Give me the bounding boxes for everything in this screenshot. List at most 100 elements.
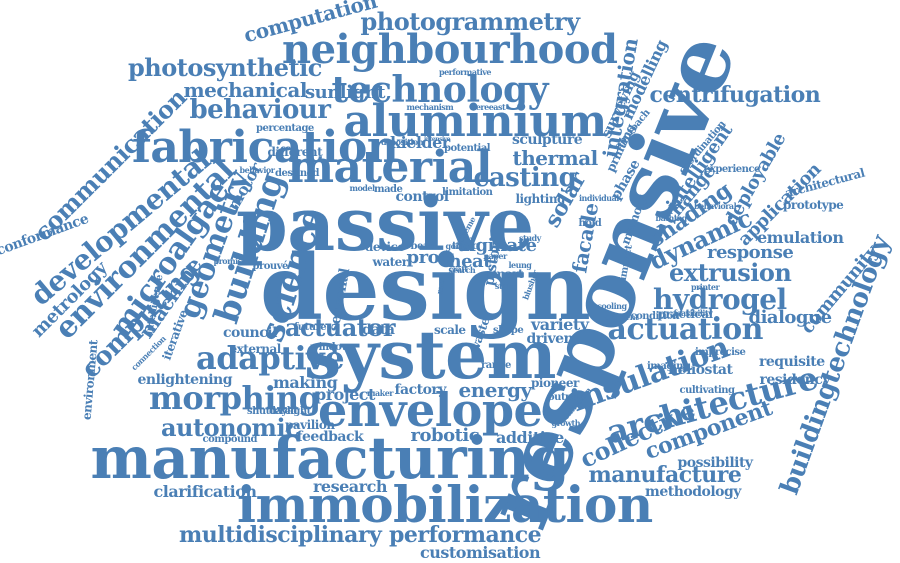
cloud-word: device <box>365 240 405 254</box>
cloud-word: model <box>349 183 376 193</box>
cloud-word: performance <box>389 522 542 548</box>
cloud-word: pavilion <box>285 418 335 432</box>
cloud-word: destined <box>275 168 320 179</box>
cloud-word: imprecise <box>695 347 746 358</box>
cloud-word: making <box>273 373 338 392</box>
cloud-word: behavioral <box>694 201 737 211</box>
cloud-word: customisation <box>420 543 541 562</box>
cloud-word: range <box>481 360 511 371</box>
cloud-word: heliostat <box>668 362 733 378</box>
cloud-word: feasibility <box>673 308 713 318</box>
cloud-word: design <box>260 235 591 341</box>
cloud-word: multidisciplinary <box>179 522 382 548</box>
cloud-word: window <box>310 342 350 353</box>
cloud-word: extrusion <box>669 258 792 287</box>
cloud-word: heat <box>448 251 492 272</box>
cloud-word: additive <box>496 428 564 447</box>
cloud-word: kielder <box>390 133 450 152</box>
cloud-word: craft <box>448 264 468 274</box>
cloud-word: prouvé <box>252 261 289 272</box>
cloud-word: sculpture <box>512 132 583 148</box>
cloud-word: photogrammetry <box>360 7 581 36</box>
cloud-word: lighting <box>515 192 566 206</box>
cloud-word: compound <box>202 434 258 445</box>
cloud-word: passive <box>236 182 534 268</box>
cloud-word: study <box>519 233 541 243</box>
cloud-word: mas <box>433 276 447 296</box>
cloud-word: hereeast <box>470 102 506 112</box>
cloud-word: aluminium <box>343 96 608 147</box>
cloud-word: alginate <box>458 235 537 256</box>
cloud-word: going <box>445 241 469 251</box>
cloud-word: search <box>448 265 476 275</box>
cloud-word: response <box>707 242 794 263</box>
cloud-word: topic <box>452 241 478 252</box>
cloud-word: behavior <box>239 165 275 175</box>
cloud-word: smart <box>486 267 524 281</box>
cloud-word: deposition <box>381 137 424 147</box>
cloud-word: bead <box>410 241 436 252</box>
cloud-word: feedback <box>296 429 364 445</box>
cloud-word: daylight <box>269 406 311 417</box>
cloud-word: environment <box>79 339 101 421</box>
cloud-word: experience <box>704 164 760 175</box>
cloud-word: water <box>372 255 409 269</box>
cloud-word: hold <box>578 218 602 229</box>
cloud-word: autonomic <box>161 413 300 442</box>
cloud-word: council <box>223 325 277 341</box>
cloud-word: thermal <box>512 146 599 170</box>
cloud-word: residency <box>759 372 831 388</box>
cloud-word: pioneer <box>531 376 579 390</box>
cloud-word: neighbourhood <box>282 26 618 73</box>
cloud-word: control <box>395 189 450 205</box>
cloud-word: mechanism <box>406 102 454 112</box>
cloud-word: limitation <box>442 187 493 198</box>
cloud-word: project <box>315 385 375 404</box>
cloud-word: condition <box>630 311 680 322</box>
cloud-word: casting <box>473 163 577 193</box>
cloud-word: adaptive <box>196 339 345 377</box>
cloud-word: practical <box>657 307 714 321</box>
cloud-word: printer <box>691 282 720 292</box>
cloud-word: emulation <box>757 228 844 247</box>
cloud-word: behaviour <box>189 95 331 125</box>
cloud-word: driven <box>526 331 574 347</box>
cloud-word: centrifugation <box>649 82 821 108</box>
cloud-word: state <box>495 281 515 291</box>
cloud-word: scale <box>434 323 466 337</box>
cloud-word: imaging <box>647 361 690 372</box>
cloud-word: output <box>548 392 583 403</box>
cloud-word: fabrication <box>132 122 399 173</box>
cloud-word: material <box>287 142 493 193</box>
cloud-word: data <box>362 322 395 338</box>
cloud-word: mechanical <box>183 78 308 102</box>
cloud-word: element <box>605 312 639 322</box>
cloud-word: factory <box>394 382 447 398</box>
cloud-word: research <box>313 477 387 496</box>
cloud-word: intensive <box>424 136 451 143</box>
cloud-word: immobilization <box>237 475 653 534</box>
cloud-word: morphing <box>149 379 321 417</box>
cloud-word: maker <box>367 388 394 398</box>
cloud-word: possibility <box>677 455 754 471</box>
cloud-word: enlightening <box>137 372 233 388</box>
cloud-word: made <box>374 184 403 195</box>
cloud-word: prototype <box>783 198 844 212</box>
cloud-word: manufacturing <box>90 424 570 492</box>
cloud-word: future <box>294 322 327 333</box>
cloud-word: paper <box>483 251 508 261</box>
cloud-word: shuttered <box>247 406 297 417</box>
cloud-word: hydrogel <box>653 283 787 316</box>
cloud-word: sunlight <box>305 82 385 103</box>
cloud-word: envelope <box>318 383 543 437</box>
cloud-word: proc <box>406 247 451 268</box>
cloud-word: potential <box>444 143 491 154</box>
cloud-word: energy <box>458 378 533 402</box>
cloud-word: percentage <box>256 123 314 134</box>
cloud-word: variety <box>531 315 589 334</box>
cloud-word: shape <box>493 325 524 336</box>
cloud-word: manufacture <box>588 462 742 488</box>
cloud-word: robotic <box>410 425 480 446</box>
cloud-word: actuator <box>285 313 396 342</box>
cloud-word: methodology <box>645 484 741 500</box>
